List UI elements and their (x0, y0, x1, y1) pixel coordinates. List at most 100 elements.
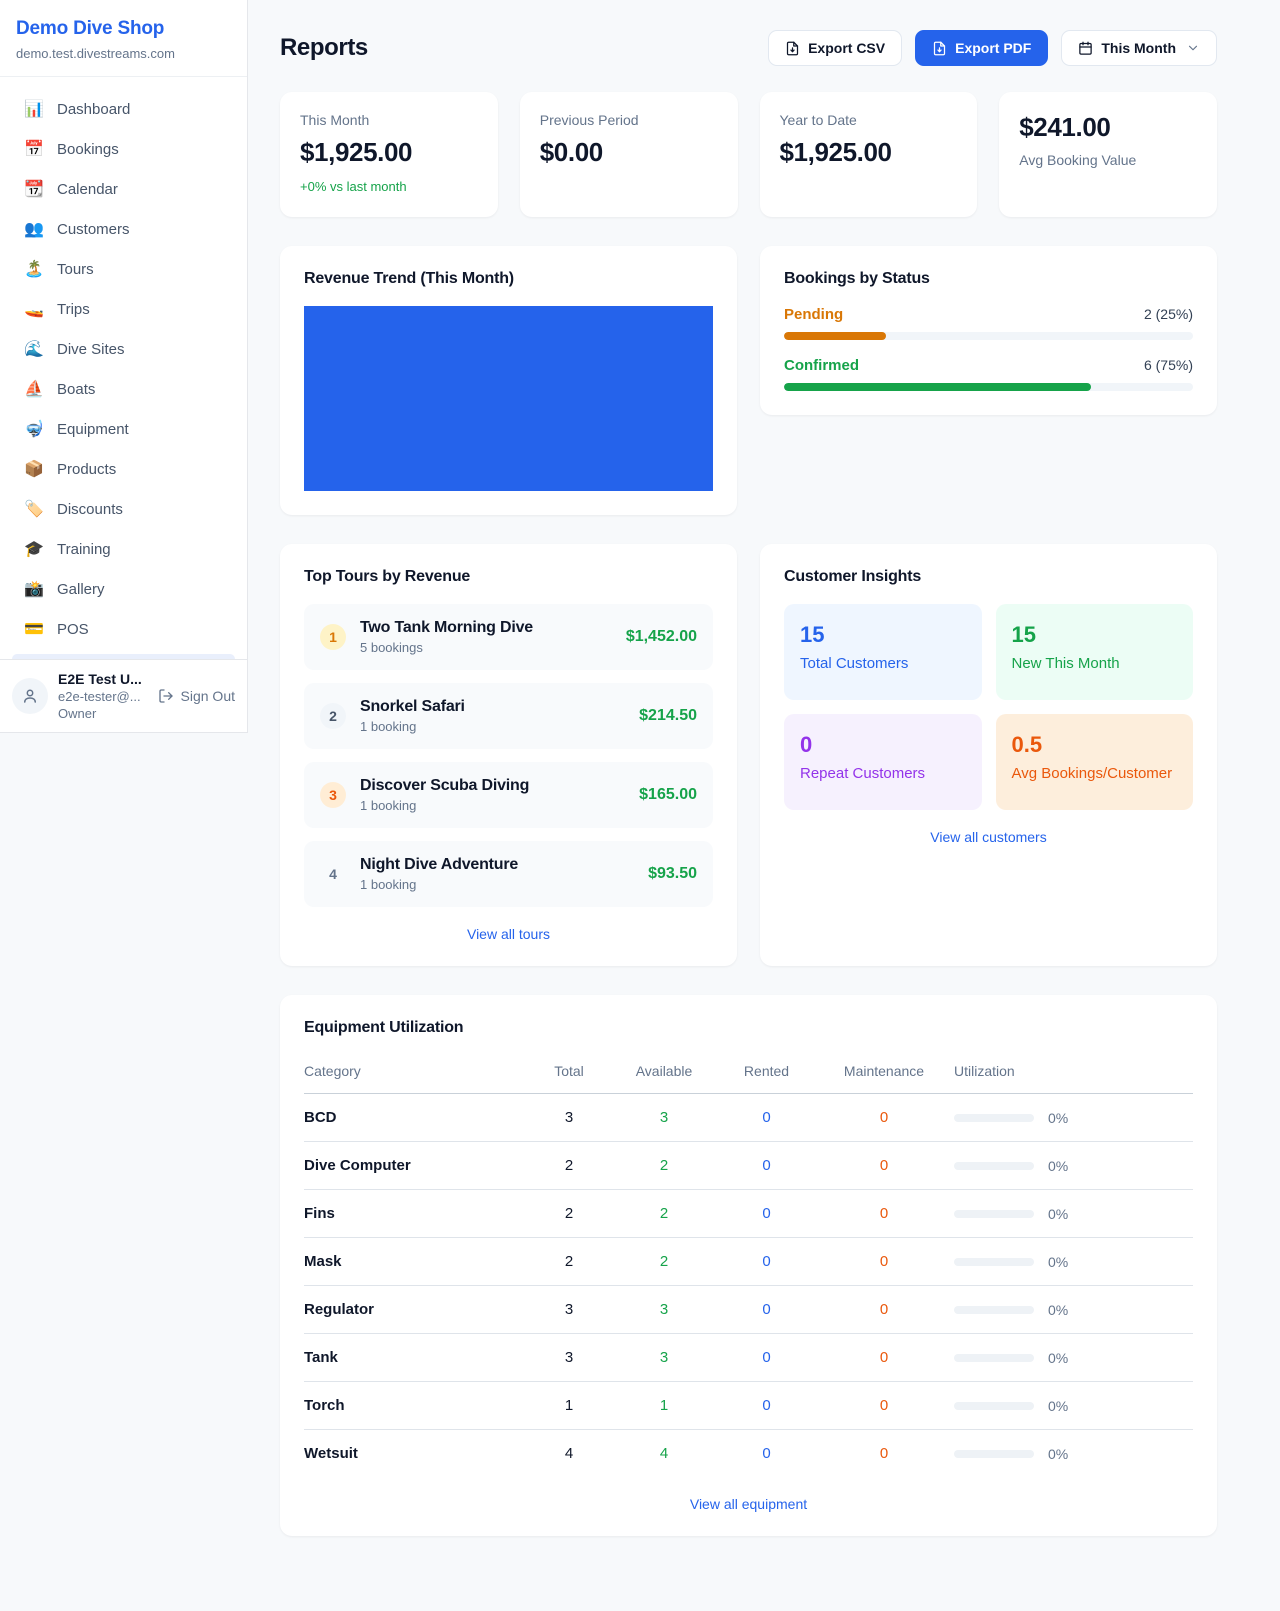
equipment-rented: 0 (719, 1381, 814, 1430)
tour-bookings-count: 1 booking (360, 877, 417, 892)
equipment-total: 3 (564, 1109, 574, 1126)
equipment-rented: 0 (719, 1237, 814, 1286)
equipment-category: Fins (304, 1189, 529, 1238)
dashboard-icon: 📊 (24, 100, 44, 118)
tour-name: Snorkel Safari (360, 698, 465, 715)
page-header: Reports Export CSV Export PDF This Month (280, 30, 1217, 66)
dive-sites-icon: 🌊 (24, 340, 44, 358)
stat-label: Avg Booking Value (1019, 152, 1137, 168)
page-title: Reports (280, 34, 368, 61)
view-all-customers-link[interactable]: View all customers (930, 829, 1047, 845)
insight-tile: 15 Total Customers (784, 604, 982, 700)
sidebar-item-trips[interactable]: 🚤 Trips (8, 291, 239, 328)
equipment-available: 2 (609, 1141, 719, 1190)
sidebar-item-products[interactable]: 📦 Products (8, 451, 239, 488)
insight-tile: 0 Repeat Customers (784, 714, 982, 810)
stat-value: $241.00 (1019, 112, 1111, 142)
equipment-table-body: BCD 3 3 0 0 0% Dive Computer 2 2 0 0 0% Fins 2 2 0 0 0% Ma… (304, 1094, 1193, 1477)
export-pdf-button[interactable]: Export PDF (915, 30, 1049, 66)
tour-name: Night Dive Adventure (360, 856, 519, 873)
equipment-rented: 0 (762, 1109, 771, 1126)
column-header: Available (609, 1055, 719, 1094)
equipment-utilization-card: Equipment Utilization Category Total Avail… (280, 995, 1217, 1536)
status-row-confirmed: Confirmed 6 (75%) (784, 357, 1193, 391)
sidebar-item-tours[interactable]: 🏝️ Tours (8, 251, 239, 288)
sidebar-item-calendar[interactable]: 📆 Calendar (8, 171, 239, 208)
equipment-total: 3 (529, 1285, 609, 1334)
utilization-cell: 0% (954, 1398, 1193, 1414)
equipment-maintenance: 0 (814, 1141, 954, 1190)
tour-row: 1 Two Tank Morning Dive 5 bookings $1,452.0… (304, 604, 713, 670)
column-header: Category (304, 1055, 529, 1094)
equipment-row: Dive Computer 2 2 0 0 0% (304, 1141, 1193, 1190)
period-label: This Month (1101, 40, 1176, 56)
equipment-total: 1 (529, 1381, 609, 1430)
equipment-utilization: 0% (954, 1381, 1193, 1430)
user-name: E2E Test U... (58, 671, 142, 687)
utilization-cell: 0% (954, 1254, 1193, 1270)
sidebar-item-training[interactable]: 🎓 Training (8, 531, 239, 568)
insight-label: Repeat Customers (800, 765, 926, 782)
stat-value: $1,925.00 (300, 137, 413, 167)
sidebar-item-dashboard[interactable]: 📊 Dashboard (8, 91, 239, 128)
sign-out-button[interactable]: Sign Out (158, 688, 235, 704)
status-bar-track (784, 332, 1193, 340)
insight-tile: 15 New This Month (995, 604, 1193, 700)
tour-name: Discover Scuba Diving (360, 777, 530, 794)
equipment-category: BCD (304, 1109, 337, 1126)
main-content: Reports Export CSV Export PDF This Month (248, 0, 1280, 1611)
revenue-trend-title: Revenue Trend (This Month) (304, 270, 514, 287)
utilization-bar-track (954, 1209, 1034, 1218)
stat-card-year-to-date: Year to Date $1,925.00 (759, 92, 978, 217)
column-header: Maintenance (814, 1055, 954, 1094)
trips-icon: 🚤 (24, 300, 44, 318)
stat-label: This Month (300, 112, 370, 128)
rank-badge: 2 (320, 703, 346, 729)
tour-bookings-count: 1 booking (360, 719, 417, 734)
rank-badge: 1 (320, 624, 346, 650)
sidebar-item-bookings[interactable]: 📅 Bookings (8, 131, 239, 168)
brand-name: Demo Dive Shop (16, 18, 165, 39)
tour-bookings-count: 5 bookings (360, 640, 423, 655)
sidebar-item-label: POS (57, 621, 89, 638)
tours-icon: 🏝️ (24, 260, 44, 278)
sidebar-item-dive-sites[interactable]: 🌊 Dive Sites (8, 331, 239, 368)
gallery-icon: 📸 (24, 580, 44, 598)
sidebar-item-discounts[interactable]: 🏷️ Discounts (8, 491, 239, 528)
sidebar-item-equipment[interactable]: 🤿 Equipment (8, 411, 239, 448)
stat-value: $1,925.00 (779, 137, 892, 167)
sidebar-item-customers[interactable]: 👥 Customers (8, 211, 239, 248)
sidebar-item-boats[interactable]: ⛵ Boats (8, 371, 239, 408)
equipment-category: Wetsuit (304, 1429, 529, 1477)
sidebar-item-label: Boats (57, 381, 96, 398)
utilization-bar-track (954, 1401, 1034, 1410)
tour-revenue: $1,452.00 (625, 628, 697, 645)
utilization-percent: 0% (1048, 1157, 1069, 1174)
sidebar-item-pos[interactable]: 💳 POS (8, 611, 239, 648)
utilization-percent: 0% (1048, 1301, 1069, 1318)
tour-row: 2 Snorkel Safari 1 booking $214.50 (304, 683, 713, 749)
export-csv-button[interactable]: Export CSV (768, 30, 903, 66)
equipment-row: Wetsuit 4 4 0 0 0% (304, 1429, 1193, 1477)
export-csv-label: Export CSV (808, 40, 886, 56)
status-head: Confirmed 6 (75%) (784, 357, 1193, 374)
tour-info: Two Tank Morning Dive 5 bookings (360, 619, 533, 655)
sidebar-item-gallery[interactable]: 📸 Gallery (8, 571, 239, 608)
status-value: 2 (25%) (1143, 306, 1193, 322)
equipment-category: Dive Computer (304, 1141, 529, 1190)
equipment-row: Torch 1 1 0 0 0% (304, 1381, 1193, 1430)
period-dropdown[interactable]: This Month (1061, 30, 1217, 66)
equipment-available: 3 (609, 1333, 719, 1382)
tour-revenue: $93.50 (648, 865, 697, 882)
equipment-utilization: 0% (954, 1094, 1193, 1142)
view-all-tours-link[interactable]: View all tours (466, 926, 550, 942)
stat-label: Year to Date (779, 112, 857, 128)
brand-domain: demo.test.divestreams.com (16, 46, 175, 61)
stat-card-previous-period: Previous Period $0.00 (519, 92, 738, 217)
utilization-cell: 0% (954, 1158, 1193, 1174)
sidebar-active-item-partial[interactable] (12, 654, 235, 659)
header-actions: Export CSV Export PDF This Month (768, 30, 1217, 66)
sidebar-nav: 📊 Dashboard 📅 Bookings 📆 Calendar 👥 Customers 🏝️… (0, 77, 247, 648)
view-all-equipment-link[interactable]: View all equipment (689, 1496, 808, 1512)
discounts-icon: 🏷️ (24, 500, 44, 518)
